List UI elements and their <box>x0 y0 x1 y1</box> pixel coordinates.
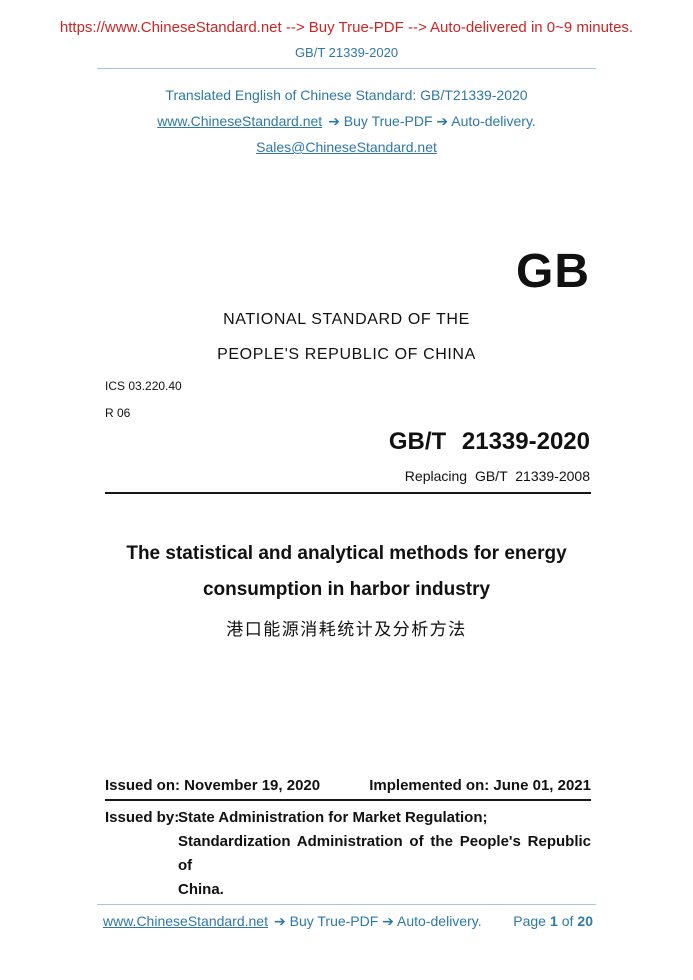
classification-code: R 06 <box>105 406 131 420</box>
buy-pdf-text: ➔ Buy True-PDF ➔ Auto-delivery. <box>328 113 536 129</box>
issue-dates-row: Issued on: November 19, 2020 Implemented… <box>105 777 591 794</box>
page-label: Page <box>513 913 546 929</box>
footer-divider-line <box>97 904 596 905</box>
issuing-authority-2: Standardization Administration of the Pe… <box>178 833 591 874</box>
doc-code-header: GB/T 21339-2020 <box>294 45 399 60</box>
title-english-line1: The statistical and analytical methods f… <box>126 543 567 564</box>
national-standard-line1: NATIONAL STANDARD OF THE <box>223 311 470 328</box>
issued-by-label: Issued by: <box>105 809 180 826</box>
footer-buy-pdf-line: www.ChineseStandard.net ➔ Buy True-PDF ➔ … <box>103 913 482 930</box>
gb-logo: GB <box>516 245 590 298</box>
issued-on-date: Issued on: November 19, 2020 <box>105 777 321 794</box>
sales-email-link[interactable]: Sales@ChineseStandard.net <box>256 139 437 155</box>
replacing-note: Replacing GB/T 21339-2008 <box>404 468 590 484</box>
page-current: 1 <box>549 913 558 929</box>
issued-by-block: Issued by: State Administration for Mark… <box>105 806 591 902</box>
issuing-authority-1: State Administration for Market Regulati… <box>178 809 488 826</box>
implemented-on-date: Implemented on: June 01, 2021 <box>369 777 591 794</box>
page-total: 20 <box>577 913 593 929</box>
website-link[interactable]: www.ChineseStandard.net <box>157 113 323 129</box>
title-english-line2: consumption in harbor industry <box>202 579 491 600</box>
header-divider-line <box>97 68 596 69</box>
footer-buy-pdf-text: ➔ Buy True-PDF ➔ Auto-delivery. <box>274 913 482 929</box>
ics-code: ICS 03.220.40 <box>105 379 182 393</box>
national-standard-line2: PEOPLE'S REPUBLIC OF CHINA <box>217 346 476 363</box>
standard-code: GB/T 21339-2020 <box>388 428 590 455</box>
issue-divider-line <box>105 799 591 801</box>
sales-email-line: Sales@ChineseStandard.net <box>0 139 693 155</box>
translated-standard-line: Translated English of Chinese Standard: … <box>165 87 528 103</box>
issuing-authority-2-cont: China. <box>178 881 224 898</box>
buy-pdf-line: www.ChineseStandard.net ➔ Buy True-PDF ➔ … <box>0 113 693 130</box>
title-chinese: 港口能源消耗统计及分析方法 <box>226 620 467 639</box>
page-indicator: Page 1 of 20 <box>509 913 593 929</box>
promo-url-line[interactable]: https://www.ChineseStandard.net --> Buy … <box>59 19 634 36</box>
footer-website-link[interactable]: www.ChineseStandard.net <box>103 913 268 929</box>
masthead-divider-line <box>105 492 591 494</box>
page-of-label: of <box>561 913 574 929</box>
